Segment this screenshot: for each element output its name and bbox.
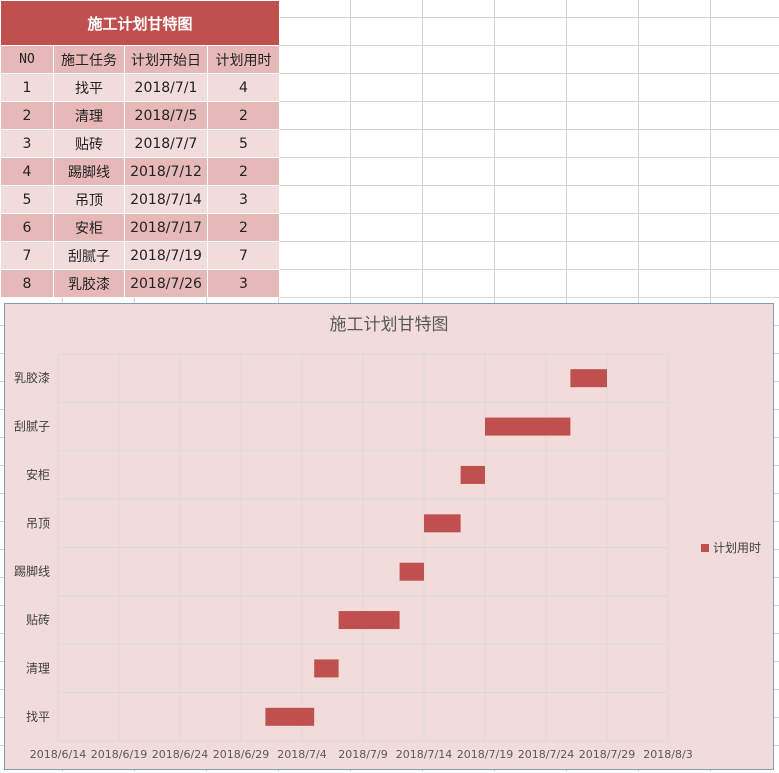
- gantt-bar: [399, 562, 424, 581]
- gantt-bar: [570, 369, 607, 388]
- gantt-chart[interactable]: 2018/6/14 2018/6/19 2018/6/24 2018/6/29 2018…: [4, 303, 774, 770]
- y-category-label: 贴砖: [26, 612, 50, 627]
- cell-no[interactable]: 5: [0, 185, 54, 214]
- gantt-bar: [265, 707, 315, 726]
- table-row: 7 刮腻子 2018/7/19 7: [0, 241, 280, 270]
- gantt-bar: [460, 465, 485, 484]
- y-category-label: 刮腻子: [14, 420, 50, 434]
- cell-duration[interactable]: 4: [207, 73, 280, 102]
- gantt-chart-svg: 2018/6/14 2018/6/19 2018/6/24 2018/6/29 2018…: [14, 315, 761, 761]
- x-tick-label: 2018/7/29: [579, 748, 635, 761]
- cell-duration[interactable]: 2: [207, 101, 280, 130]
- cell-no[interactable]: 2: [0, 101, 54, 130]
- gantt-bar: [485, 417, 571, 436]
- table-title[interactable]: 施工计划甘特图: [0, 0, 280, 46]
- x-tick-label: 2018/7/9: [338, 748, 387, 761]
- header-no[interactable]: NO: [0, 45, 54, 74]
- header-duration[interactable]: 计划用时: [207, 45, 280, 74]
- cell-no[interactable]: 6: [0, 213, 54, 242]
- header-start[interactable]: 计划开始日: [124, 45, 208, 74]
- cell-task[interactable]: 吊顶: [53, 185, 125, 214]
- cell-no[interactable]: 1: [0, 73, 54, 102]
- x-tick-label: 2018/7/14: [396, 748, 452, 761]
- y-category-label: 吊顶: [26, 516, 50, 530]
- x-tick-label: 2018/7/19: [457, 748, 513, 761]
- cell-duration[interactable]: 3: [207, 185, 280, 214]
- header-row: NO 施工任务 计划开始日 计划用时: [0, 45, 280, 74]
- table-row: 8 乳胶漆 2018/7/26 3: [0, 269, 280, 298]
- y-category-label: 踢脚线: [14, 564, 50, 579]
- y-category-label: 乳胶漆: [14, 370, 50, 385]
- x-tick-label: 2018/6/14: [30, 748, 86, 761]
- table-row: 3 贴砖 2018/7/7 5: [0, 129, 280, 158]
- x-tick-label: 2018/6/19: [91, 748, 147, 761]
- cell-no[interactable]: 8: [0, 269, 54, 298]
- cell-start[interactable]: 2018/7/17: [124, 213, 208, 242]
- cell-task[interactable]: 清理: [53, 101, 125, 130]
- cell-no[interactable]: 7: [0, 241, 54, 270]
- x-tick-label: 2018/6/24: [152, 748, 208, 761]
- cell-start[interactable]: 2018/7/26: [124, 269, 208, 298]
- cell-no[interactable]: 3: [0, 129, 54, 158]
- cell-start[interactable]: 2018/7/1: [124, 73, 208, 102]
- y-category-label: 安柜: [26, 467, 50, 482]
- table-row: 4 踢脚线 2018/7/12 2: [0, 157, 280, 186]
- gantt-bar: [338, 611, 400, 630]
- cell-task[interactable]: 贴砖: [53, 129, 125, 158]
- x-tick-label: 2018/7/4: [277, 748, 326, 761]
- legend-label: 计划用时: [713, 541, 761, 555]
- cell-task[interactable]: 乳胶漆: [53, 269, 125, 298]
- cell-duration[interactable]: 3: [207, 269, 280, 298]
- table-row: 5 吊顶 2018/7/14 3: [0, 185, 280, 214]
- chart-title: 施工计划甘特图: [330, 315, 449, 335]
- x-tick-label: 2018/7/24: [518, 748, 574, 761]
- cell-duration[interactable]: 5: [207, 129, 280, 158]
- cell-task[interactable]: 刮腻子: [53, 241, 125, 270]
- cell-duration[interactable]: 2: [207, 213, 280, 242]
- gantt-bar: [314, 659, 339, 678]
- x-tick-label: 2018/8/3: [643, 748, 692, 761]
- table-row: 2 清理 2018/7/5 2: [0, 101, 280, 130]
- cell-start[interactable]: 2018/7/14: [124, 185, 208, 214]
- cell-start[interactable]: 2018/7/5: [124, 101, 208, 130]
- gantt-bar: [424, 514, 461, 533]
- cell-task[interactable]: 找平: [53, 73, 125, 102]
- plan-table: 施工计划甘特图 NO 施工任务 计划开始日 计划用时 1 找平 2018/7/1 4 2…: [0, 0, 280, 298]
- cell-start[interactable]: 2018/7/7: [124, 129, 208, 158]
- cell-duration[interactable]: 2: [207, 157, 280, 186]
- y-category-label: 找平: [26, 710, 50, 724]
- cell-no[interactable]: 4: [0, 157, 54, 186]
- cell-task[interactable]: 安柜: [53, 213, 125, 242]
- x-tick-label: 2018/6/29: [213, 748, 269, 761]
- cell-start[interactable]: 2018/7/19: [124, 241, 208, 270]
- y-category-label: 清理: [26, 661, 50, 675]
- header-task[interactable]: 施工任务: [53, 45, 125, 74]
- cell-duration[interactable]: 7: [207, 241, 280, 270]
- table-row: 1 找平 2018/7/1 4: [0, 73, 280, 102]
- table-row: 6 安柜 2018/7/17 2: [0, 213, 280, 242]
- cell-start[interactable]: 2018/7/12: [124, 157, 208, 186]
- legend-swatch: [701, 544, 709, 552]
- cell-task[interactable]: 踢脚线: [53, 157, 125, 186]
